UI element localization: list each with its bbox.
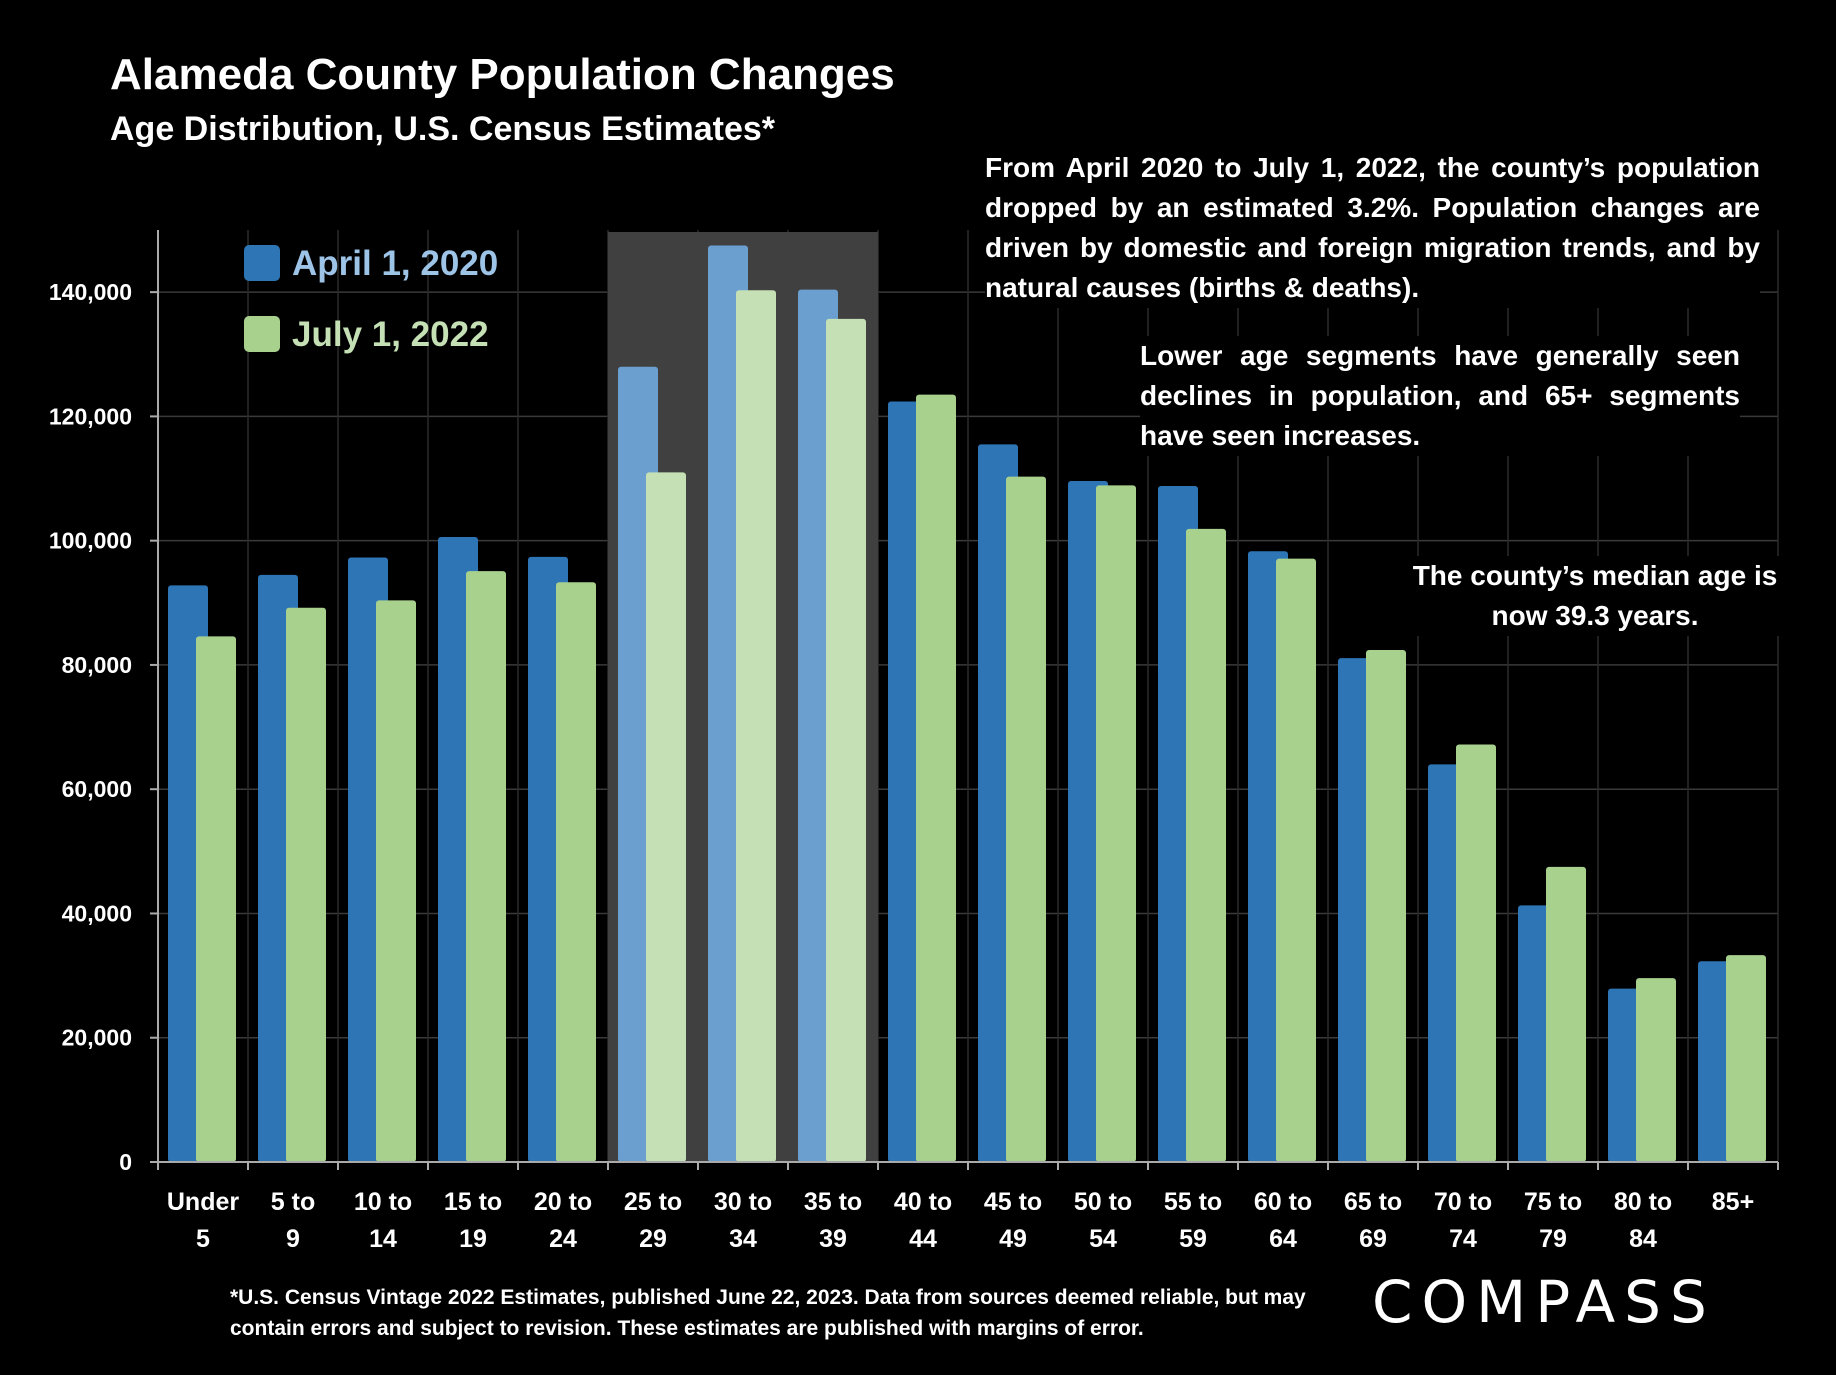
bar-july-2022 xyxy=(1636,978,1676,1162)
bar-july-2022 xyxy=(196,636,236,1162)
y-tick-label: 40,000 xyxy=(62,900,132,926)
bar-july-2022 xyxy=(646,472,686,1162)
x-tick-labels: Under 5 5 to 9 10 to 14 15 to 19 20 to 24 25 to 29 3… xyxy=(167,1188,1754,1253)
x-tick-label: 65 to 69 xyxy=(1344,1188,1402,1253)
bars xyxy=(168,245,1766,1163)
bar-july-2022 xyxy=(1006,476,1046,1163)
x-tick-label: 40 to 44 xyxy=(894,1188,952,1253)
bar-july-2022 xyxy=(916,394,956,1162)
bar-july-2022 xyxy=(556,582,596,1162)
x-tick-label: 20 to 24 xyxy=(534,1188,592,1253)
x-tick-label: Under 5 xyxy=(167,1188,240,1253)
x-tick-label: 30 to 34 xyxy=(714,1188,772,1253)
bar-july-2022 xyxy=(1726,955,1766,1162)
x-tick-label: 15 to 19 xyxy=(444,1188,502,1253)
chart-subtitle: Age Distribution, U.S. Census Estimates* xyxy=(110,110,776,148)
x-tick-label: 35 to 39 xyxy=(804,1188,862,1253)
legend-label: July 1, 2022 xyxy=(292,315,489,354)
y-tick-label: 20,000 xyxy=(62,1025,132,1051)
y-tick-label: 140,000 xyxy=(49,279,132,305)
x-tick-label: 85+ xyxy=(1712,1188,1754,1216)
bar-july-2022 xyxy=(1456,744,1496,1162)
y-tick-label: 0 xyxy=(119,1149,132,1175)
bar-july-2022 xyxy=(376,600,416,1162)
bar-july-2022 xyxy=(286,607,326,1162)
chart-title: Alameda County Population Changes xyxy=(110,50,895,99)
annotation-population-drop: From April 2020 to July 1, 2022, the cou… xyxy=(985,148,1760,308)
x-tick-label: 5 to 9 xyxy=(271,1188,315,1253)
x-tick-label: 55 to 59 xyxy=(1164,1188,1222,1253)
bar-july-2022 xyxy=(1096,485,1136,1162)
bar-july-2022 xyxy=(1186,528,1226,1162)
axes xyxy=(150,230,1779,1170)
x-tick-label: 45 to 49 xyxy=(984,1188,1042,1253)
y-tick-label: 120,000 xyxy=(49,403,132,429)
legend: April 1, 2020 July 1, 2022 xyxy=(244,244,498,354)
y-tick-label: 80,000 xyxy=(62,652,132,678)
y-tick-label: 100,000 xyxy=(49,528,132,554)
annotation-age-segments: Lower age segments have generally seen d… xyxy=(1140,336,1740,456)
legend-swatch xyxy=(244,316,280,352)
bar-july-2022 xyxy=(1546,866,1586,1162)
bar-july-2022 xyxy=(466,571,506,1162)
legend-label: April 1, 2020 xyxy=(292,244,498,283)
bar-july-2022 xyxy=(736,290,776,1162)
x-tick-label: 75 to 79 xyxy=(1524,1188,1582,1253)
y-tick-labels: 0 20,000 40,000 60,000 80,000 100,000 120,000 1… xyxy=(49,279,132,1175)
bar-july-2022 xyxy=(826,318,866,1162)
x-tick-label: 50 to 54 xyxy=(1074,1188,1132,1253)
x-tick-label: 70 to 74 xyxy=(1434,1188,1492,1253)
y-tick-label: 60,000 xyxy=(62,776,132,802)
bar-july-2022 xyxy=(1276,558,1316,1162)
source-footnote: *U.S. Census Vintage 2022 Estimates, pub… xyxy=(230,1286,1306,1340)
bar-july-2022 xyxy=(1366,650,1406,1162)
x-tick-label: 60 to 64 xyxy=(1254,1188,1312,1253)
x-tick-label: 80 to 84 xyxy=(1614,1188,1672,1253)
x-tick-label: 10 to 14 xyxy=(354,1188,412,1253)
compass-logo: COMPASS xyxy=(1372,1268,1716,1336)
x-tick-label: 25 to 29 xyxy=(624,1188,682,1253)
annotation-median-age: The county’s median age is now 39.3 year… xyxy=(1410,556,1780,636)
legend-swatch xyxy=(244,245,280,281)
